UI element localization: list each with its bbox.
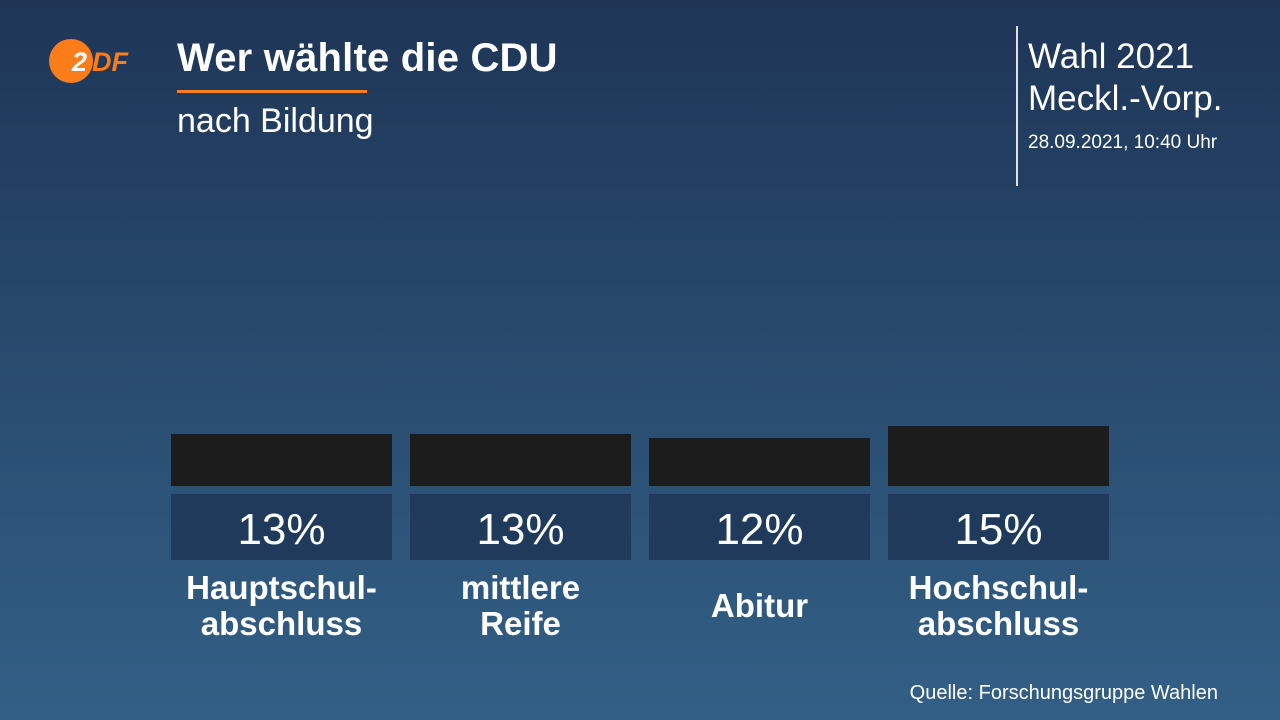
- timestamp: 28.09.2021, 10:40 Uhr: [1028, 132, 1218, 153]
- value-box-0: [171, 494, 392, 560]
- category-label-2-0: Abitur: [711, 587, 808, 624]
- chart-subtitle: nach Bildung: [177, 102, 374, 140]
- category-label-1-0: mittlere: [461, 569, 580, 606]
- zdf-logo: 2 DF: [49, 39, 129, 83]
- category-label-1-1: Reife: [480, 605, 561, 642]
- bar-1: [410, 434, 631, 486]
- value-label-3: 15%: [954, 505, 1042, 554]
- zdf-logo-df: DF: [92, 47, 129, 77]
- category-label-3-1: abschluss: [918, 605, 1079, 642]
- source-note: Quelle: Forschungsgruppe Wahlen: [909, 682, 1218, 704]
- election-year: Wahl 2021: [1028, 37, 1195, 76]
- category-label-0-1: abschluss: [201, 605, 362, 642]
- category-label-0-0: Hauptschul-: [186, 569, 377, 606]
- zdf-logo-z: 2: [71, 47, 87, 77]
- value-label-1: 13%: [476, 505, 564, 554]
- category-label-3-0: Hochschul-: [909, 569, 1089, 606]
- bar-2: [649, 438, 870, 486]
- value-box-2: [649, 494, 870, 560]
- bar-3: [888, 426, 1109, 486]
- header-divider: [1016, 26, 1018, 186]
- value-box-3: [888, 494, 1109, 560]
- bar-0: [171, 434, 392, 486]
- election-label: Wahl 2021 Meckl.-Vorp.: [1028, 36, 1223, 120]
- title-underline: [177, 90, 367, 93]
- value-label-0: 13%: [237, 505, 325, 554]
- value-box-1: [410, 494, 631, 560]
- value-label-2: 12%: [715, 505, 803, 554]
- chart-title: Wer wählte die CDU: [177, 36, 558, 80]
- election-state: Meckl.-Vorp.: [1028, 79, 1223, 118]
